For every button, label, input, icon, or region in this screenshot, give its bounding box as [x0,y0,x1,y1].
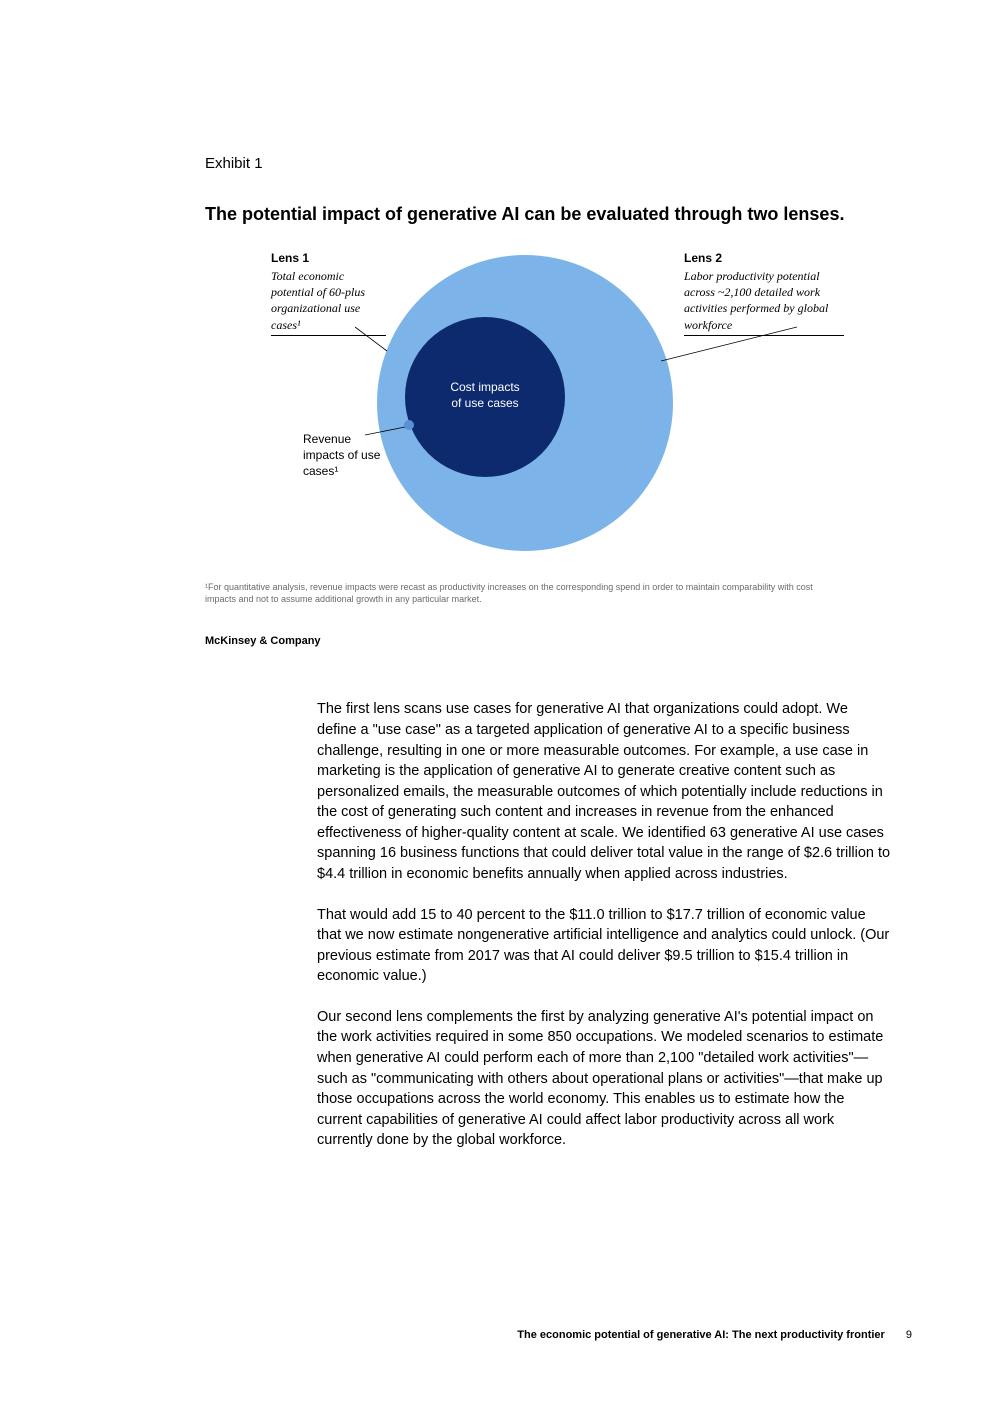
chart-footnote: ¹For quantitative analysis, revenue impa… [205,582,845,605]
lens1-header: Lens 1 [271,251,386,265]
body-paragraph-1: The first lens scans use cases for gener… [317,699,891,884]
chart-title: The potential impact of generative AI ca… [205,204,845,225]
body-copy: The first lens scans use cases for gener… [317,699,891,1151]
lens2-block: Lens 2 Labor productivity potential acro… [684,251,844,336]
revenue-label: Revenue impacts of use cases¹ [303,431,383,480]
lens2-header: Lens 2 [684,251,844,265]
lens2-desc: Labor productivity potential across ~2,1… [684,268,844,336]
page-footer: The economic potential of generative AI:… [517,1329,912,1341]
footer-title: The economic potential of generative AI:… [517,1329,885,1341]
page-content: Exhibit 1 The potential impact of genera… [205,155,845,1171]
brand-attribution: McKinsey & Company [205,635,845,647]
venn-chart: Lens 1 Total economic potential of 60-pl… [205,251,845,556]
exhibit-label: Exhibit 1 [205,155,845,172]
cost-label: Cost impacts of use cases [445,379,525,411]
revenue-dot [404,420,414,430]
lens1-desc: Total economic potential of 60-plus orga… [271,268,386,336]
page-number: 9 [906,1329,912,1341]
body-paragraph-3: Our second lens complements the first by… [317,1007,891,1151]
lens1-block: Lens 1 Total economic potential of 60-pl… [271,251,386,336]
body-paragraph-2: That would add 15 to 40 percent to the $… [317,905,891,987]
